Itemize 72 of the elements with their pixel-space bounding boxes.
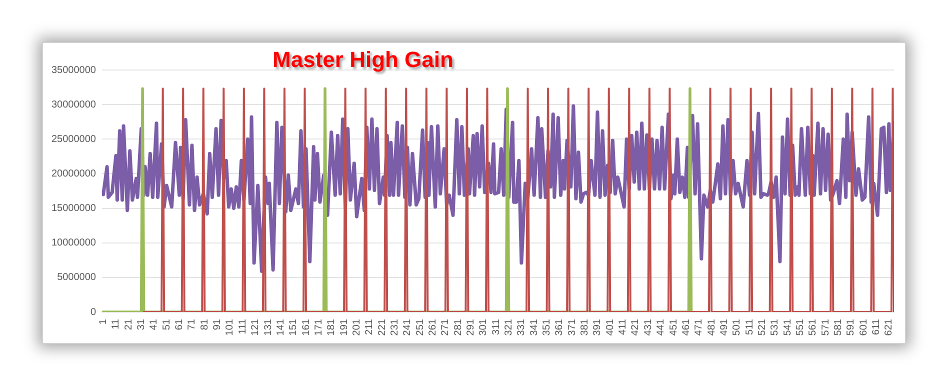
x-tick-label: 241 <box>402 318 414 336</box>
x-tick-label: 51 <box>161 318 172 330</box>
x-tick-label: 201 <box>351 318 362 336</box>
x-tick-label: 341 <box>528 318 540 336</box>
chart-title: Master High Gain <box>272 47 454 72</box>
x-tick-label: 501 <box>732 318 743 336</box>
x-tick-label: 571 <box>820 318 832 336</box>
x-tick-label: 261 <box>427 318 438 336</box>
x-tick-label: 411 <box>618 318 629 335</box>
x-tick-label: 271 <box>440 318 452 336</box>
x-tick-label: 21 <box>123 318 134 330</box>
x-tick-label: 521 <box>756 318 768 336</box>
x-tick-label: 541 <box>782 318 794 336</box>
x-tick-label: 191 <box>338 318 350 336</box>
y-tick-label: 20000000 <box>52 168 96 180</box>
x-tick-label: 591 <box>846 318 857 336</box>
x-tick-label: 281 <box>452 318 464 336</box>
x-tick-label: 161 <box>300 318 312 336</box>
x-tick-label: 351 <box>542 318 553 336</box>
x-tick-label: 41 <box>148 318 160 330</box>
x-tick-label: 551 <box>794 318 806 336</box>
x-tick-label: 471 <box>694 318 705 336</box>
x-tick-label: 71 <box>186 318 198 330</box>
x-tick-label: 31 <box>136 318 148 330</box>
y-tick-label: 30000000 <box>52 99 96 110</box>
x-tick-label: 181 <box>326 318 338 336</box>
x-tick-label: 141 <box>275 318 286 336</box>
y-tick-label: 0 <box>90 306 96 318</box>
x-tick-label: 111 <box>237 318 248 334</box>
x-tick-label: 461 <box>680 318 692 336</box>
x-tick-label: 321 <box>504 318 515 336</box>
x-tick-label: 441 <box>656 318 667 336</box>
x-tick-label: 431 <box>642 318 654 336</box>
y-tick-label: 25000000 <box>52 134 96 145</box>
x-tick-label: 301 <box>478 318 490 336</box>
x-tick-label: 361 <box>554 318 566 336</box>
x-tick-label: 171 <box>313 318 324 336</box>
x-tick-label: 531 <box>770 318 781 336</box>
x-tick-label: 611 <box>871 318 882 335</box>
x-tick-label: 491 <box>718 318 730 336</box>
x-tick-label: 291 <box>466 318 477 336</box>
y-tick-label: 10000000 <box>52 238 96 249</box>
x-tick-label: 311 <box>490 318 502 335</box>
x-tick-label: 391 <box>592 318 604 336</box>
x-tick-label: 421 <box>630 318 642 336</box>
x-tick-label: 381 <box>580 318 591 336</box>
x-tick-label: 11 <box>110 318 122 330</box>
x-tick-label: 91 <box>212 318 224 330</box>
x-tick-label: 221 <box>376 318 388 336</box>
x-tick-label: 1 <box>98 318 110 325</box>
x-tick-label: 131 <box>262 318 274 336</box>
x-tick-label: 101 <box>224 318 236 336</box>
x-tick-label: 511 <box>744 318 756 335</box>
x-tick-label: 371 <box>566 318 578 336</box>
x-tick-label: 451 <box>668 318 680 336</box>
y-tick-label: 5000000 <box>57 272 96 284</box>
x-tick-label: 581 <box>832 318 844 336</box>
x-tick-label: 121 <box>250 318 262 336</box>
x-tick-label: 211 <box>364 318 376 335</box>
y-tick-label: 15000000 <box>52 203 96 214</box>
x-tick-label: 151 <box>288 318 300 336</box>
x-tick-label: 481 <box>706 318 718 336</box>
x-tick-label: 231 <box>389 318 400 336</box>
y-tick-label: 35000000 <box>52 64 96 76</box>
x-tick-label: 561 <box>808 318 819 336</box>
x-tick-label: 61 <box>174 318 186 330</box>
x-tick-label: 81 <box>199 318 210 330</box>
x-tick-label: 331 <box>516 318 528 336</box>
x-tick-label: 601 <box>858 318 870 336</box>
x-tick-label: 251 <box>414 318 426 336</box>
x-tick-label: 401 <box>604 318 616 336</box>
x-tick-label: 621 <box>884 318 895 336</box>
